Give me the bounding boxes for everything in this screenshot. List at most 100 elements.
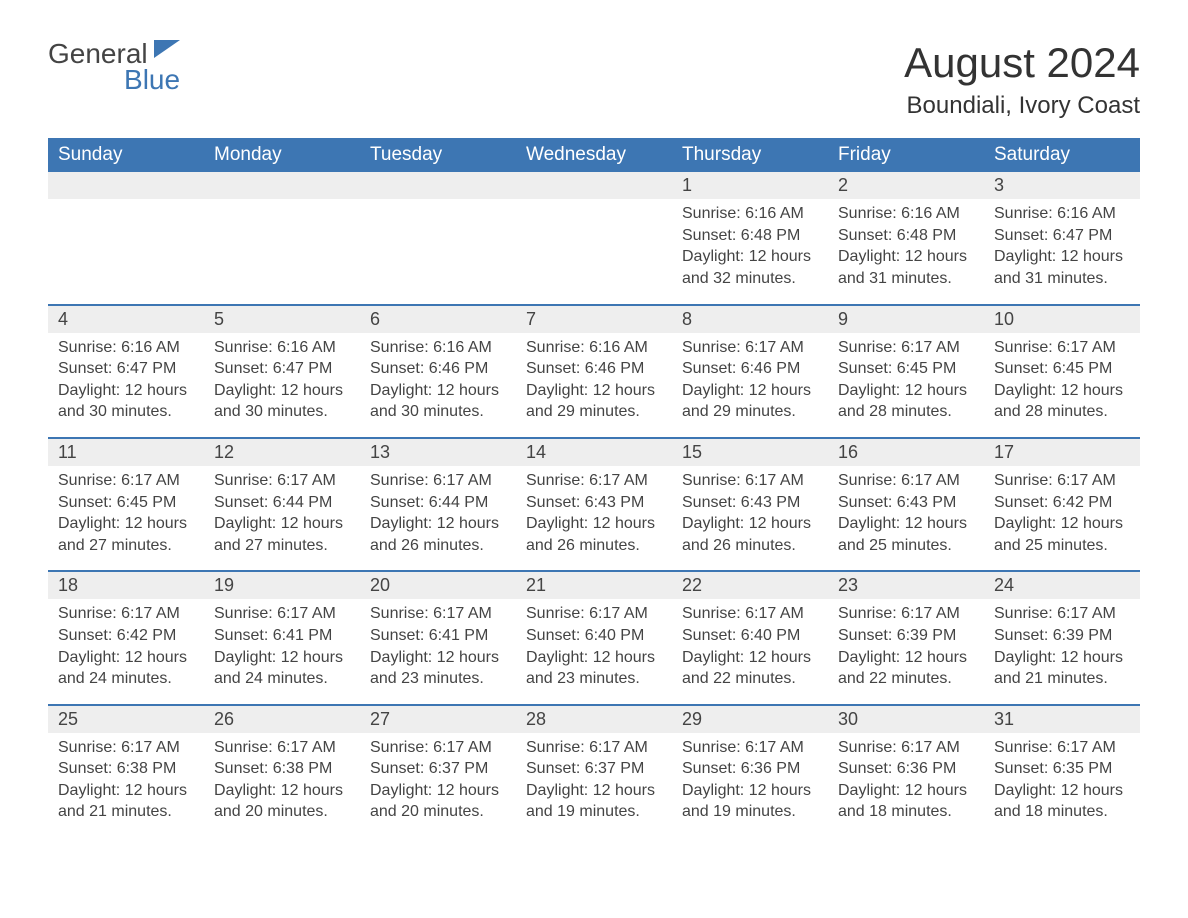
day-number: 9 — [828, 306, 984, 333]
sunset-text: Sunset: 6:39 PM — [994, 625, 1130, 647]
page-title: August 2024 — [904, 40, 1140, 86]
day-number: 26 — [204, 706, 360, 733]
day-number — [204, 172, 360, 199]
daylight-text: Daylight: 12 hours and 28 minutes. — [994, 380, 1130, 423]
day-cell: 8Sunrise: 6:17 AMSunset: 6:46 PMDaylight… — [672, 306, 828, 423]
sunrise-text: Sunrise: 6:17 AM — [994, 470, 1130, 492]
day-body: Sunrise: 6:17 AMSunset: 6:41 PMDaylight:… — [204, 599, 360, 689]
day-body: Sunrise: 6:17 AMSunset: 6:46 PMDaylight:… — [672, 333, 828, 423]
day-body: Sunrise: 6:17 AMSunset: 6:45 PMDaylight:… — [984, 333, 1140, 423]
sunrise-text: Sunrise: 6:17 AM — [682, 470, 818, 492]
day-number — [48, 172, 204, 199]
daylight-text: Daylight: 12 hours and 24 minutes. — [214, 647, 350, 690]
day-number: 16 — [828, 439, 984, 466]
sunrise-text: Sunrise: 6:17 AM — [682, 337, 818, 359]
sunrise-text: Sunrise: 6:16 AM — [838, 203, 974, 225]
day-body: Sunrise: 6:17 AMSunset: 6:35 PMDaylight:… — [984, 733, 1140, 823]
day-cell: 21Sunrise: 6:17 AMSunset: 6:40 PMDayligh… — [516, 572, 672, 689]
day-number: 12 — [204, 439, 360, 466]
sunset-text: Sunset: 6:40 PM — [682, 625, 818, 647]
daylight-text: Daylight: 12 hours and 30 minutes. — [370, 380, 506, 423]
day-cell — [360, 172, 516, 289]
day-number: 31 — [984, 706, 1140, 733]
sunset-text: Sunset: 6:45 PM — [58, 492, 194, 514]
day-body: Sunrise: 6:17 AMSunset: 6:44 PMDaylight:… — [204, 466, 360, 556]
day-body: Sunrise: 6:16 AMSunset: 6:48 PMDaylight:… — [828, 199, 984, 289]
sunset-text: Sunset: 6:35 PM — [994, 758, 1130, 780]
day-cell: 30Sunrise: 6:17 AMSunset: 6:36 PMDayligh… — [828, 706, 984, 823]
day-body: Sunrise: 6:17 AMSunset: 6:37 PMDaylight:… — [516, 733, 672, 823]
daylight-text: Daylight: 12 hours and 18 minutes. — [838, 780, 974, 823]
day-number — [360, 172, 516, 199]
weekday-header: Thursday — [672, 138, 828, 172]
day-number: 28 — [516, 706, 672, 733]
day-cell: 17Sunrise: 6:17 AMSunset: 6:42 PMDayligh… — [984, 439, 1140, 556]
daylight-text: Daylight: 12 hours and 31 minutes. — [994, 246, 1130, 289]
sunrise-text: Sunrise: 6:17 AM — [58, 737, 194, 759]
day-cell: 4Sunrise: 6:16 AMSunset: 6:47 PMDaylight… — [48, 306, 204, 423]
sunset-text: Sunset: 6:47 PM — [214, 358, 350, 380]
daylight-text: Daylight: 12 hours and 21 minutes. — [58, 780, 194, 823]
daylight-text: Daylight: 12 hours and 25 minutes. — [838, 513, 974, 556]
day-body: Sunrise: 6:17 AMSunset: 6:42 PMDaylight:… — [48, 599, 204, 689]
sunrise-text: Sunrise: 6:16 AM — [526, 337, 662, 359]
sunrise-text: Sunrise: 6:17 AM — [994, 737, 1130, 759]
day-cell: 14Sunrise: 6:17 AMSunset: 6:43 PMDayligh… — [516, 439, 672, 556]
daylight-text: Daylight: 12 hours and 20 minutes. — [370, 780, 506, 823]
sunrise-text: Sunrise: 6:16 AM — [994, 203, 1130, 225]
day-cell: 6Sunrise: 6:16 AMSunset: 6:46 PMDaylight… — [360, 306, 516, 423]
day-cell: 15Sunrise: 6:17 AMSunset: 6:43 PMDayligh… — [672, 439, 828, 556]
day-body: Sunrise: 6:17 AMSunset: 6:37 PMDaylight:… — [360, 733, 516, 823]
day-number: 11 — [48, 439, 204, 466]
sunrise-text: Sunrise: 6:17 AM — [214, 470, 350, 492]
sunset-text: Sunset: 6:41 PM — [370, 625, 506, 647]
day-body: Sunrise: 6:17 AMSunset: 6:38 PMDaylight:… — [48, 733, 204, 823]
day-number: 22 — [672, 572, 828, 599]
sunset-text: Sunset: 6:36 PM — [838, 758, 974, 780]
day-cell: 10Sunrise: 6:17 AMSunset: 6:45 PMDayligh… — [984, 306, 1140, 423]
day-body: Sunrise: 6:17 AMSunset: 6:45 PMDaylight:… — [828, 333, 984, 423]
weekday-header: Tuesday — [360, 138, 516, 172]
weekday-header: Sunday — [48, 138, 204, 172]
sunrise-text: Sunrise: 6:17 AM — [214, 603, 350, 625]
daylight-text: Daylight: 12 hours and 28 minutes. — [838, 380, 974, 423]
day-number: 6 — [360, 306, 516, 333]
sunrise-text: Sunrise: 6:17 AM — [214, 737, 350, 759]
day-body: Sunrise: 6:17 AMSunset: 6:41 PMDaylight:… — [360, 599, 516, 689]
daylight-text: Daylight: 12 hours and 26 minutes. — [526, 513, 662, 556]
title-block: August 2024 Boundiali, Ivory Coast — [904, 40, 1140, 120]
day-number: 13 — [360, 439, 516, 466]
sunrise-text: Sunrise: 6:17 AM — [526, 470, 662, 492]
weekday-header: Wednesday — [516, 138, 672, 172]
sunrise-text: Sunrise: 6:17 AM — [58, 603, 194, 625]
sunset-text: Sunset: 6:40 PM — [526, 625, 662, 647]
daylight-text: Daylight: 12 hours and 22 minutes. — [682, 647, 818, 690]
sunset-text: Sunset: 6:38 PM — [58, 758, 194, 780]
sunset-text: Sunset: 6:44 PM — [370, 492, 506, 514]
week-row: 11 Sunrise: 6:17 AM Sunset: 6:45 PM Dayligh… — [48, 437, 1140, 556]
weekday-header: Friday — [828, 138, 984, 172]
sunrise-text: Sunrise: 6:17 AM — [838, 737, 974, 759]
flag-icon — [154, 40, 180, 65]
location-subtitle: Boundiali, Ivory Coast — [904, 92, 1140, 120]
day-number: 7 — [516, 306, 672, 333]
daylight-text: Daylight: 12 hours and 23 minutes. — [370, 647, 506, 690]
day-cell: 5Sunrise: 6:16 AMSunset: 6:47 PMDaylight… — [204, 306, 360, 423]
sunset-text: Sunset: 6:44 PM — [214, 492, 350, 514]
sunrise-text: Sunrise: 6:17 AM — [370, 470, 506, 492]
day-number: 18 — [48, 572, 204, 599]
day-body: Sunrise: 6:16 AMSunset: 6:46 PMDaylight:… — [516, 333, 672, 423]
daylight-text: Daylight: 12 hours and 30 minutes. — [214, 380, 350, 423]
day-body: Sunrise: 6:17 AMSunset: 6:39 PMDaylight:… — [984, 599, 1140, 689]
day-body: Sunrise: 6:17 AMSunset: 6:40 PMDaylight:… — [672, 599, 828, 689]
day-number: 4 — [48, 306, 204, 333]
day-cell: 12Sunrise: 6:17 AMSunset: 6:44 PMDayligh… — [204, 439, 360, 556]
day-body: Sunrise: 6:17 AMSunset: 6:36 PMDaylight:… — [828, 733, 984, 823]
day-body: Sunrise: 6:16 AMSunset: 6:48 PMDaylight:… — [672, 199, 828, 289]
sunset-text: Sunset: 6:36 PM — [682, 758, 818, 780]
sunset-text: Sunset: 6:37 PM — [370, 758, 506, 780]
daylight-text: Daylight: 12 hours and 22 minutes. — [838, 647, 974, 690]
sunset-text: Sunset: 6:41 PM — [214, 625, 350, 647]
weekday-header: Monday — [204, 138, 360, 172]
day-body: Sunrise: 6:17 AMSunset: 6:43 PMDaylight:… — [828, 466, 984, 556]
